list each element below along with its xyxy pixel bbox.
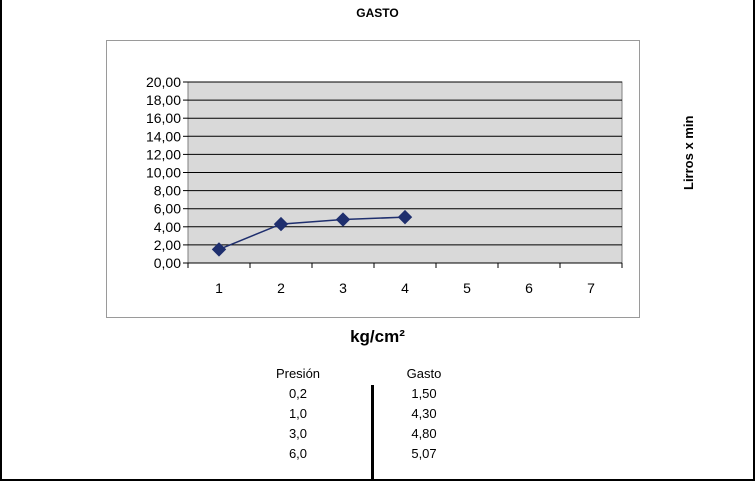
table-column-gasto: Gasto 1,50 4,30 4,80 5,07	[384, 364, 464, 464]
y-tick-label: 2,00	[154, 237, 181, 253]
y-tick-label: 10,00	[146, 165, 181, 181]
table-cell: 1,0	[288, 406, 308, 421]
data-point	[335, 212, 351, 227]
chart-title: GASTO	[356, 6, 399, 20]
table-cell: 1,50	[411, 386, 437, 401]
line-chart: 0,00 2,00 4,00 6,00 8,00 10,00 12,00 14,00 16,00…	[146, 74, 623, 296]
data-point	[397, 209, 413, 225]
table-cell: 4,80	[411, 426, 437, 441]
table-header-presion: Presión	[275, 366, 321, 381]
x-axis-label: kg/cm²	[350, 327, 405, 346]
data-point	[211, 242, 227, 257]
y-tick-label: 16,00	[146, 110, 181, 126]
table-column-presion: Presión 0,2 1,0 3,0 6,0	[258, 364, 338, 464]
y-tick-label: 12,00	[146, 146, 181, 162]
y-tick-label: 0,00	[154, 255, 181, 271]
x-tick-label: 2	[277, 280, 285, 296]
x-tick-label: 4	[401, 280, 409, 296]
y-tick-label: 20,00	[146, 74, 181, 90]
y-tick-label: 8,00	[154, 183, 181, 199]
table-cell: 3,0	[288, 426, 308, 441]
y-axis-label: Lirros x min	[681, 115, 696, 190]
table-cell: 5,07	[411, 446, 437, 461]
x-tick-label: 7	[587, 280, 595, 296]
table-divider	[371, 385, 374, 481]
x-tick-label: 3	[339, 280, 347, 296]
y-tick-label: 14,00	[146, 128, 181, 144]
y-tick-label: 18,00	[146, 92, 181, 108]
x-tick-label: 6	[525, 280, 533, 296]
table-cell: 6,0	[288, 446, 308, 461]
table-header-gasto: Gasto	[406, 366, 442, 381]
chart-area: 0,00 2,00 4,00 6,00 8,00 10,00 12,00 14,00 16,00…	[106, 40, 640, 318]
y-tick-label: 6,00	[154, 201, 181, 217]
x-tick-label: 5	[463, 280, 471, 296]
y-tick-label: 4,00	[154, 219, 181, 235]
data-point	[273, 216, 289, 232]
series-line	[218, 216, 406, 251]
x-tick-label: 1	[215, 280, 223, 296]
table-cell: 0,2	[288, 386, 308, 401]
table-cell: 4,30	[411, 406, 437, 421]
